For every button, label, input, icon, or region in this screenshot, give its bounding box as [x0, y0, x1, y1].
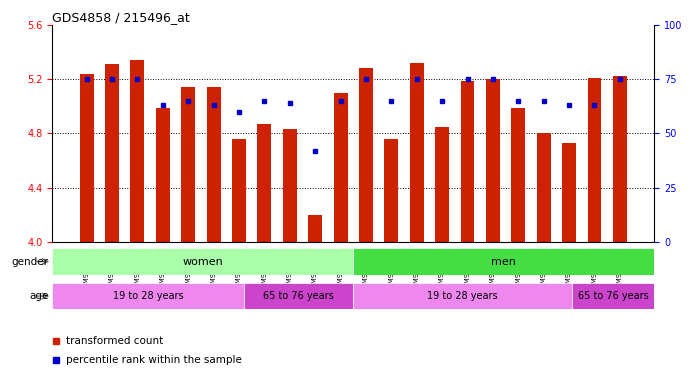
- Bar: [156, 108, 170, 242]
- Bar: [613, 76, 627, 242]
- Bar: [435, 127, 449, 242]
- Text: men: men: [491, 257, 516, 266]
- Bar: [333, 93, 347, 242]
- Bar: [52, 283, 244, 309]
- Bar: [79, 74, 93, 242]
- Text: 65 to 76 years: 65 to 76 years: [578, 291, 649, 301]
- Bar: [52, 248, 353, 275]
- Text: GDS4858 / 215496_at: GDS4858 / 215496_at: [52, 11, 190, 24]
- Bar: [410, 63, 424, 242]
- Text: transformed count: transformed count: [66, 336, 164, 346]
- Bar: [105, 64, 119, 242]
- Bar: [587, 78, 601, 242]
- Text: 19 to 28 years: 19 to 28 years: [427, 291, 498, 301]
- Text: 65 to 76 years: 65 to 76 years: [263, 291, 334, 301]
- Text: percentile rank within the sample: percentile rank within the sample: [66, 355, 242, 365]
- Bar: [486, 79, 500, 242]
- Text: gender: gender: [12, 257, 49, 266]
- Bar: [353, 283, 572, 309]
- Bar: [572, 283, 654, 309]
- Bar: [283, 129, 296, 242]
- Text: 19 to 28 years: 19 to 28 years: [113, 291, 183, 301]
- Text: age: age: [29, 291, 49, 301]
- Bar: [232, 139, 246, 242]
- Bar: [207, 87, 221, 242]
- Bar: [258, 124, 271, 242]
- Bar: [308, 215, 322, 242]
- Bar: [537, 134, 551, 242]
- Bar: [181, 87, 195, 242]
- Bar: [353, 248, 654, 275]
- Bar: [359, 68, 373, 242]
- Bar: [244, 283, 353, 309]
- Bar: [461, 81, 475, 242]
- Bar: [562, 143, 576, 242]
- Text: women: women: [182, 257, 223, 266]
- Bar: [130, 60, 144, 242]
- Bar: [384, 139, 398, 242]
- Bar: [512, 108, 525, 242]
